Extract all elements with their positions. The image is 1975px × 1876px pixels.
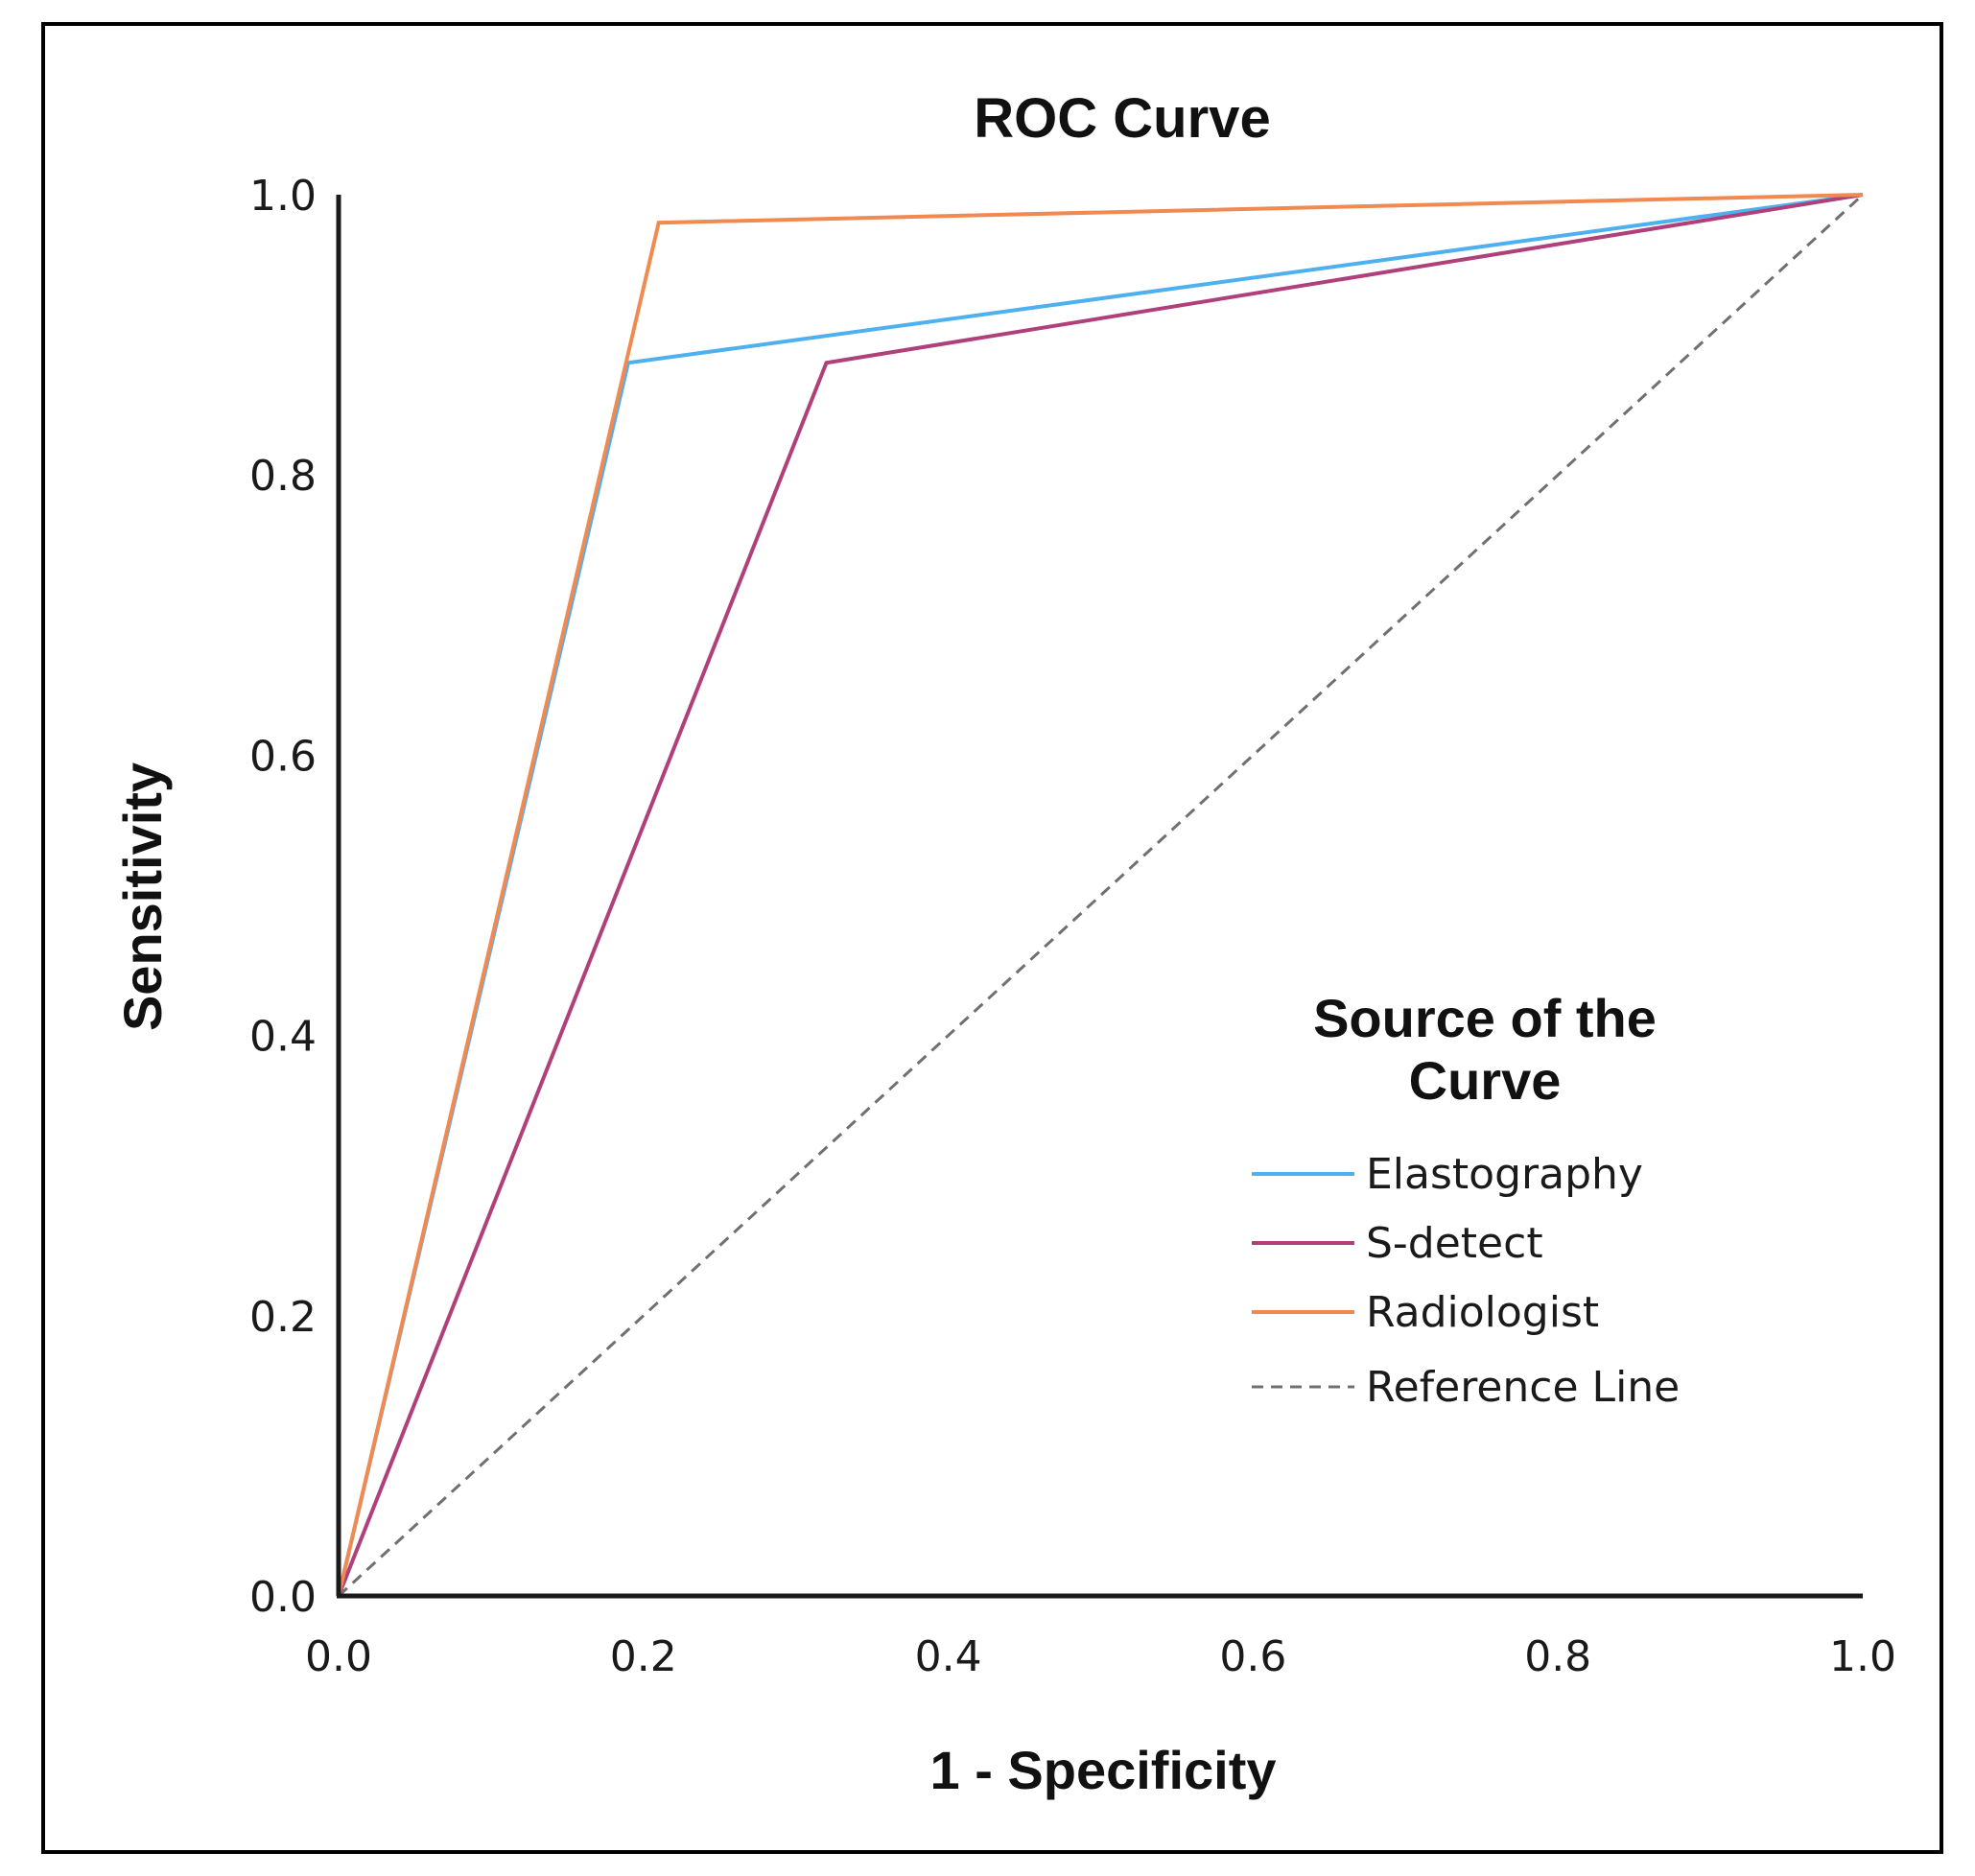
y-tick-label: 1.0 (249, 172, 317, 221)
y-tick-layer: 0.0 0.2 0.4 0.6 0.8 1.0 (249, 172, 317, 1622)
legend-label-radiologist: Radiologist (1366, 1288, 1599, 1337)
x-tick-label: 0.4 (915, 1632, 982, 1681)
legend-label-elastography: Elastography (1366, 1150, 1643, 1199)
x-tick-label: 0.6 (1219, 1632, 1286, 1681)
x-axis-title: 1 - Specificity (929, 1740, 1276, 1800)
series-layer (337, 193, 1865, 1598)
x-tick-label: 0.0 (305, 1632, 372, 1681)
y-tick-label: 0.4 (249, 1013, 317, 1062)
y-tick-label: 0.6 (249, 732, 317, 781)
series-line-s-detect (337, 193, 1864, 1597)
y-axis-title: Sensitivity (112, 762, 173, 1031)
legend-label-reference-line: Reference Line (1366, 1363, 1680, 1412)
x-tick-layer: 0.0 0.2 0.4 0.6 0.8 1.0 (305, 1632, 1896, 1681)
legend-title-line2: Curve (1409, 1050, 1562, 1111)
x-tick-label: 0.8 (1524, 1632, 1591, 1681)
legend-entries: Elastography S-detect Radiologist Reference… (1252, 1150, 1680, 1412)
y-tick-label: 0.0 (249, 1573, 317, 1622)
series-line-radiologist (337, 193, 1864, 1597)
legend-label-s-detect: S-detect (1366, 1219, 1543, 1268)
x-tick-label: 0.2 (610, 1632, 677, 1681)
chart-title: ROC Curve (974, 87, 1270, 150)
legend-title-line1: Source of the (1313, 988, 1657, 1048)
x-tick-label: 1.0 (1829, 1632, 1896, 1681)
legend: Source of the Curve Elastography S-detect… (1252, 988, 1680, 1412)
y-tick-label: 0.8 (249, 452, 317, 501)
y-tick-label: 0.2 (249, 1293, 317, 1342)
